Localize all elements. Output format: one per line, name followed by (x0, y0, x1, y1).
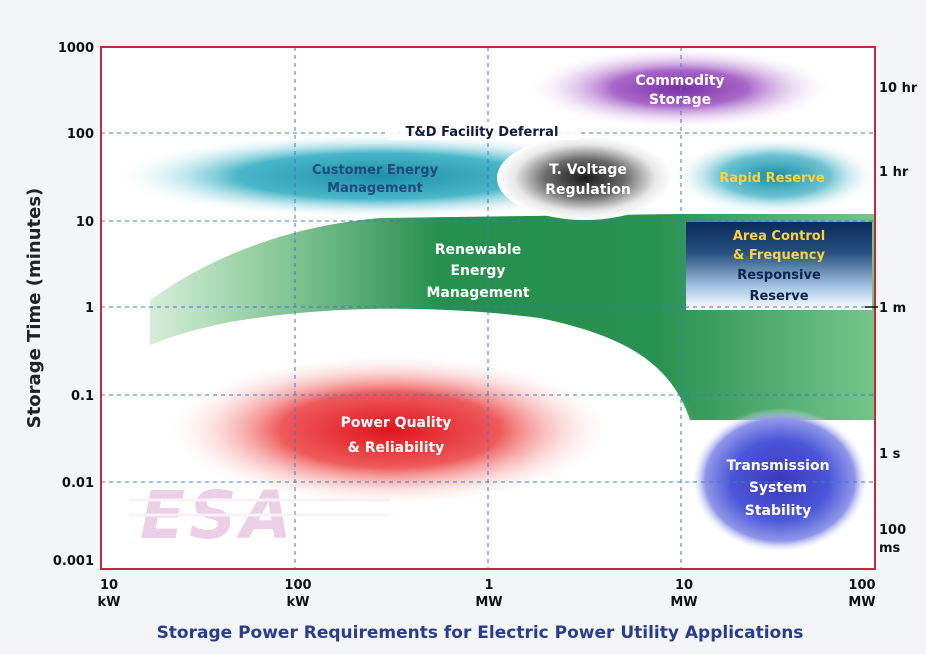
commodity-line-2: Storage (649, 92, 711, 108)
x-tick-value: 100 (848, 578, 875, 593)
x-tick-unit: kW (98, 595, 121, 610)
area-control-region (686, 222, 872, 310)
tx-line-3: Stability (745, 503, 811, 519)
area-line-1: Area Control (733, 229, 825, 244)
transmission-label: Transmission System Stability (726, 458, 829, 519)
renewable-line-1: Renewable (435, 242, 521, 258)
y-tick: 1 (85, 301, 94, 316)
td-deferral-text: T&D Facility Deferral (406, 125, 559, 140)
renewable-line-3: Management (426, 285, 529, 301)
commodity-line-1: Commodity (635, 73, 724, 89)
x-tick-value: 100 (284, 578, 311, 593)
x-tick-value: 10 (675, 578, 693, 593)
y-tick: 0.01 (62, 476, 94, 491)
commodity-storage-region (530, 48, 830, 128)
x-axis-title: Storage Power Requirements for Electric … (157, 623, 804, 643)
x-tick-unit: kW (287, 595, 310, 610)
right-tick: 1 s (879, 447, 901, 462)
y-tick: 0.001 (53, 554, 94, 569)
y-tick: 1000 (58, 41, 94, 56)
y-tick: 100 (67, 127, 94, 142)
area-control-label: Area Control & Frequency Responsive Rese… (733, 229, 826, 304)
customer-line-2: Management (327, 181, 423, 196)
x-tick-value: 1 (484, 578, 493, 593)
y-tick: 0.1 (71, 389, 94, 404)
voltage-regulation-label: T. Voltage Regulation (545, 162, 631, 198)
voltage-line-1: T. Voltage (549, 162, 627, 178)
area-line-4: Reserve (749, 289, 808, 304)
right-tick: 1 hr (879, 165, 909, 180)
rapid-reserve-region (675, 138, 875, 214)
customer-energy-label: Customer Energy Management (312, 163, 439, 196)
renewable-label: Renewable Energy Management (426, 242, 529, 301)
rapid-reserve-label: Rapid Reserve (719, 171, 825, 186)
x-tick-unit: MW (475, 595, 502, 610)
y-tick-labels: 1000 100 10 1 0.1 0.01 0.001 (53, 41, 94, 569)
esa-watermark-logo: ESA (130, 477, 390, 554)
renewable-line-2: Energy (450, 263, 505, 279)
x-tick-unit: MW (670, 595, 697, 610)
td-deferral-label: T&D Facility Deferral (388, 122, 578, 140)
customer-line-1: Customer Energy (312, 163, 439, 178)
y-tick: 10 (76, 215, 94, 230)
voltage-line-2: Regulation (545, 182, 631, 198)
right-tick-labels: 10 hr 1 hr 1 m 1 s 100 ms (879, 81, 918, 556)
right-tick: 10 hr (879, 81, 918, 96)
power-quality-region (170, 355, 610, 505)
right-tick: 1 m (879, 301, 906, 316)
tx-line-1: Transmission (726, 458, 829, 474)
y-axis-title: Storage Time (minutes) (24, 188, 45, 429)
commodity-storage-label: Commodity Storage (635, 73, 724, 108)
pq-line-1: Power Quality (341, 415, 452, 431)
transmission-region (692, 408, 868, 552)
x-tick-value: 10 (100, 578, 118, 593)
voltage-regulation-region (497, 136, 673, 220)
right-tick: 100 (879, 523, 906, 538)
power-quality-label: Power Quality & Reliability (341, 415, 452, 456)
area-line-2: & Frequency (733, 248, 825, 263)
tx-line-2: System (749, 480, 807, 496)
x-tick-unit: MW (848, 595, 875, 610)
right-tick: ms (879, 541, 901, 556)
logo-text: ESA (140, 477, 296, 554)
pq-line-2: & Reliability (348, 440, 445, 456)
x-tick-labels: 10 kW 100 kW 1 MW 10 MW 100 MW (98, 578, 876, 610)
area-line-3: Responsive (737, 268, 821, 283)
plot-frame (100, 46, 876, 570)
